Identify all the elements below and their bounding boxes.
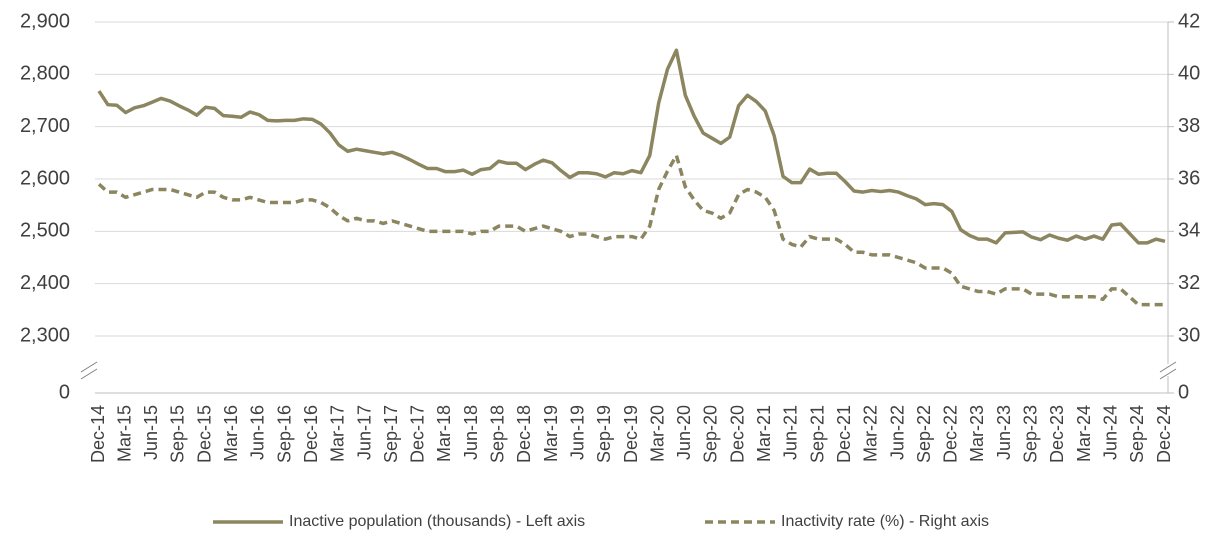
x-tick-label: Sep-24 [1127, 405, 1147, 463]
x-tick-label: Mar-18 [434, 405, 454, 462]
x-tick-label: Dec-19 [621, 405, 641, 463]
x-tick-label: Jun-18 [461, 405, 481, 460]
y-tick-label: 2,600 [20, 167, 70, 189]
x-tick-label: Mar-22 [861, 405, 881, 462]
x-tick-label: Dec-17 [408, 405, 428, 463]
x-tick-label: Sep-16 [274, 405, 294, 463]
x-tick-label: Jun-15 [141, 405, 161, 460]
axis-break [80, 368, 98, 380]
y2-tick-label: 32 [1178, 272, 1200, 294]
y-tick-label: 2,500 [20, 220, 70, 242]
x-tick-label: Dec-22 [941, 405, 961, 463]
x-tick-label: Sep-17 [381, 405, 401, 463]
x-tick-label: Sep-23 [1021, 405, 1041, 463]
x-tick-label: Mar-17 [328, 405, 348, 462]
x-tick-label: Mar-19 [541, 405, 561, 462]
x-tick-label: Dec-15 [194, 405, 214, 463]
x-tick-label: Jun-21 [781, 405, 801, 460]
axis-break-gap [1160, 364, 1178, 376]
x-tick-label: Sep-18 [488, 405, 508, 463]
axis-break-gap [81, 364, 99, 376]
x-tick-label: Dec-16 [301, 405, 321, 463]
y-tick-label: 2,900 [20, 10, 70, 32]
y2-tick-label: 42 [1178, 10, 1200, 32]
x-tick-label: Sep-15 [168, 405, 188, 463]
y-tick-label: 0 [59, 381, 70, 403]
x-tick-label: Sep-19 [594, 405, 614, 463]
legend-label: Inactivity rate (%) - Right axis [781, 513, 989, 530]
x-tick-label: Dec-14 [88, 405, 108, 463]
x-tick-label: Mar-21 [754, 405, 774, 462]
series-line [97, 153, 1165, 307]
y2-tick-label: 0 [1178, 381, 1189, 403]
x-tick-label: Dec-20 [727, 405, 747, 463]
x-tick-label: Jun-23 [994, 405, 1014, 460]
y2-tick-label: 34 [1178, 220, 1200, 242]
x-tick-label: Jun-24 [1100, 405, 1120, 460]
x-tick-label: Mar-15 [114, 405, 134, 462]
x-tick-label: Jun-17 [354, 405, 374, 460]
y2-tick-label: 38 [1178, 115, 1200, 137]
x-tick-label: Jun-20 [674, 405, 694, 460]
x-tick-label: Sep-22 [914, 405, 934, 463]
x-tick-label: Mar-24 [1074, 405, 1094, 462]
legend-label: Inactive population (thousands) - Left a… [289, 513, 585, 530]
y-tick-label: 2,400 [20, 272, 70, 294]
y2-tick-label: 30 [1178, 324, 1200, 346]
axis-break [80, 361, 98, 373]
series-line [97, 48, 1166, 245]
x-tick-label: Dec-18 [514, 405, 534, 463]
x-tick-label: Dec-23 [1047, 405, 1067, 463]
x-tick-label: Dec-21 [834, 405, 854, 463]
y-tick-label: 2,300 [20, 324, 70, 346]
x-tick-label: Sep-21 [807, 405, 827, 463]
x-tick-label: Mar-23 [967, 405, 987, 462]
x-tick-label: Sep-20 [701, 405, 721, 463]
y2-tick-label: 36 [1178, 167, 1200, 189]
x-tick-label: Mar-20 [647, 405, 667, 462]
axis-break [1159, 368, 1177, 380]
x-tick-label: Mar-16 [221, 405, 241, 462]
axis-break [1159, 361, 1177, 373]
x-tick-label: Dec-24 [1154, 405, 1174, 463]
y2-tick-label: 40 [1178, 63, 1200, 85]
y-tick-label: 2,700 [20, 115, 70, 137]
y-tick-label: 2,800 [20, 63, 70, 85]
x-tick-label: Jun-16 [248, 405, 268, 460]
x-tick-label: Jun-19 [567, 405, 587, 460]
x-tick-label: Jun-22 [887, 405, 907, 460]
